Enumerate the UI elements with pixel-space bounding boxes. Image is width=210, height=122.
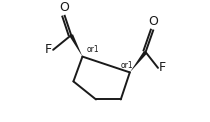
Text: O: O: [59, 1, 69, 14]
Text: or1: or1: [87, 45, 100, 54]
Text: F: F: [45, 43, 52, 56]
Polygon shape: [130, 51, 147, 72]
Text: F: F: [159, 61, 166, 74]
Text: or1: or1: [121, 61, 133, 70]
Text: O: O: [148, 15, 158, 28]
Polygon shape: [69, 34, 83, 57]
